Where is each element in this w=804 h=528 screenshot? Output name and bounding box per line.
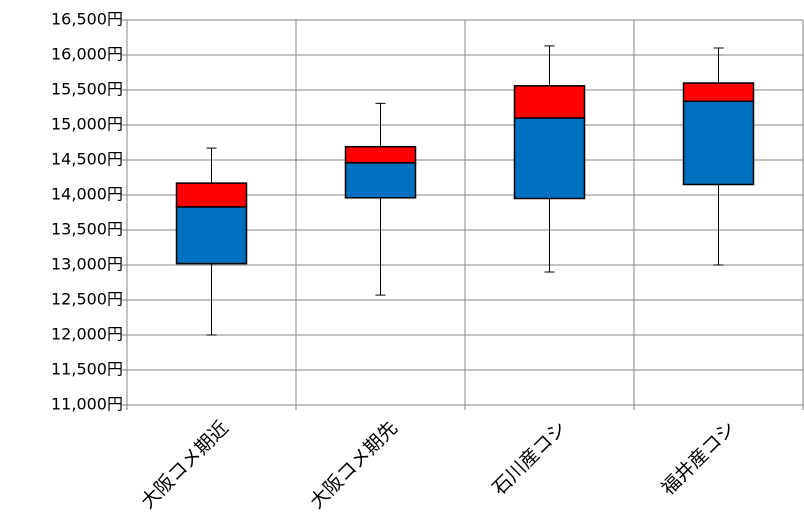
y-tick-label: 12,500円 (51, 290, 123, 309)
y-tick-label: 15,500円 (51, 80, 123, 99)
y-tick-label: 11,500円 (51, 360, 123, 379)
box-upper (344, 145, 417, 164)
y-tick-label: 11,000円 (51, 395, 123, 414)
box-upper (175, 182, 248, 208)
box-upper (513, 85, 586, 119)
y-tick-label: 16,000円 (51, 45, 123, 64)
x-tick-label: 福井産コシ (657, 417, 740, 500)
x-tick-label: 大阪コメ期先 (306, 417, 402, 513)
box-lower (175, 206, 248, 265)
box-lower (344, 162, 417, 199)
box-lower (513, 117, 586, 200)
y-tick-label: 14,000円 (51, 185, 123, 204)
y-tick-label: 15,000円 (51, 115, 123, 134)
y-tick-label: 13,000円 (51, 255, 123, 274)
box-upper (682, 82, 755, 102)
y-tick-label: 14,500円 (51, 150, 123, 169)
y-tick-label: 16,500円 (51, 10, 123, 29)
x-tick-label: 大阪コメ期近 (137, 417, 233, 513)
x-tick-label: 石川産コシ (488, 417, 571, 500)
box-lower (682, 100, 755, 186)
y-tick-label: 13,500円 (51, 220, 123, 239)
y-tick-label: 12,000円 (51, 325, 123, 344)
